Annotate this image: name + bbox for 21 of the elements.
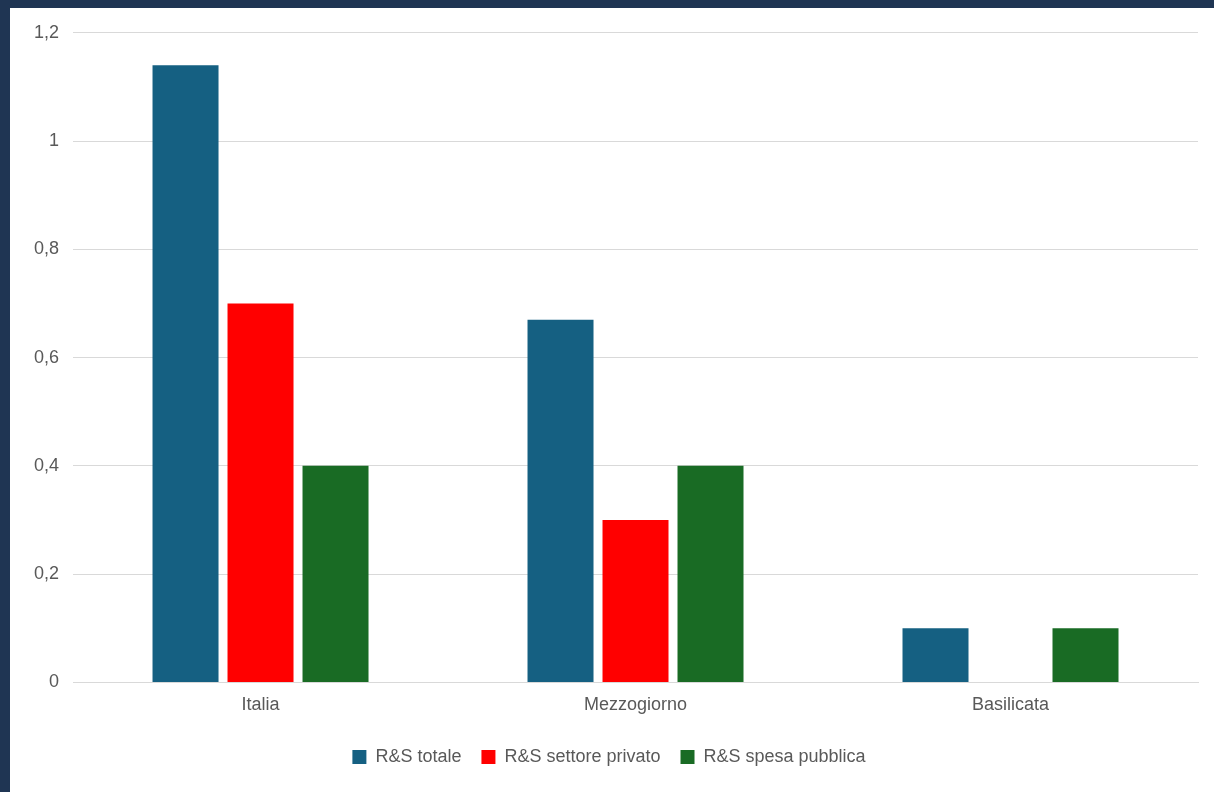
bar <box>302 465 369 682</box>
bar <box>1052 628 1119 682</box>
x-tick-label: Basilicata <box>971 694 1051 715</box>
x-tick-label: Italia <box>241 694 281 715</box>
bar <box>527 319 594 682</box>
y-tick-label: 0,6 <box>33 346 60 367</box>
legend-label: R&S settore privato <box>504 745 661 766</box>
bar <box>152 65 219 682</box>
y-tick-label: 0,2 <box>33 563 60 584</box>
bar <box>902 628 969 682</box>
y-tick-label: 0 <box>49 671 60 692</box>
bar <box>227 303 294 682</box>
y-tick-label: 0,4 <box>33 454 60 475</box>
y-tick-label: 1 <box>49 130 60 151</box>
x-tick-label: Mezzogiorno <box>583 694 688 715</box>
y-tick-label: 1,2 <box>33 21 60 42</box>
bar <box>602 520 669 682</box>
y-tick-label: 0,8 <box>33 238 60 259</box>
legend-label: R&S totale <box>375 745 462 766</box>
bar <box>677 465 744 682</box>
legend-label: R&S spesa pubblica <box>703 745 867 766</box>
